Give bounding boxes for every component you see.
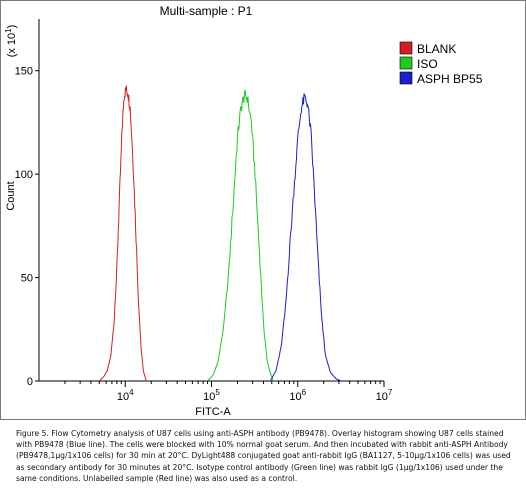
x-tick-base: 10 [289, 391, 301, 403]
y-scale-exponent: 1 [4, 28, 13, 33]
figure-caption: Figure 5. Flow Cytometry analysis of U87… [16, 429, 511, 483]
y-scale-prefix: (x 10 [6, 33, 18, 57]
legend-swatch [399, 41, 413, 55]
legend-swatch [399, 71, 413, 85]
y-tick-label: 0 [27, 376, 33, 388]
legend-label: ASPH BP55 [417, 72, 483, 86]
y-tick-label: 100 [15, 169, 33, 181]
chart-figure: Multi-sample : P1 (x 101) Count FITC-A 0… [0, 0, 526, 420]
y-tick-label: 50 [21, 273, 33, 285]
flow-cytometry-histogram: Multi-sample : P1 (x 101) Count FITC-A 0… [4, 4, 483, 418]
x-tick-exponent: 7 [388, 388, 393, 397]
y-scale-label: (x 101) [4, 25, 18, 58]
x-tick-label: 105 [203, 388, 220, 403]
x-tick-label: 107 [376, 388, 393, 403]
y-tick-label: 150 [15, 66, 33, 78]
legend-swatch [399, 56, 413, 70]
series-line-asph-bp55 [269, 93, 342, 382]
y-axis-label: Count [5, 181, 17, 210]
x-tick-base: 10 [376, 391, 388, 403]
x-tick-exponent: 4 [129, 388, 134, 397]
y-axis-label-group: Count [5, 181, 17, 210]
x-tick-exponent: 6 [302, 388, 307, 397]
x-tick-label: 106 [289, 388, 306, 403]
y-scale-text: (x 101) [4, 25, 18, 58]
x-tick-label: 104 [117, 388, 134, 403]
x-tick-base: 10 [203, 391, 215, 403]
legend-label: ISO [417, 57, 438, 71]
series-line-blank [98, 85, 147, 382]
y-scale-suffix: ) [6, 25, 18, 29]
x-tick-exponent: 5 [215, 388, 220, 397]
x-axis-label: FITC-A [195, 406, 231, 418]
series-line-iso [207, 89, 274, 382]
chart-title: Multi-sample : P1 [160, 4, 253, 18]
x-tick-base: 10 [117, 391, 129, 403]
legend-label: BLANK [417, 42, 456, 56]
